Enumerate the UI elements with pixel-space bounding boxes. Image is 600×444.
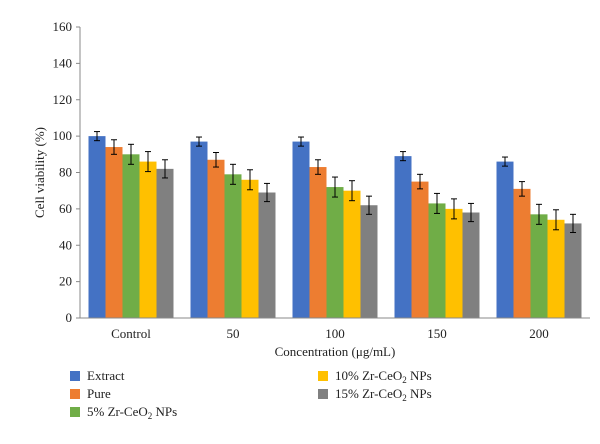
- bar: [292, 141, 310, 318]
- bar: [241, 179, 259, 318]
- bar: [122, 154, 140, 318]
- y-tick-label: 160: [53, 19, 73, 34]
- legend-label: Extract: [87, 368, 125, 383]
- bar: [343, 190, 361, 318]
- error-bars-group: [94, 131, 576, 234]
- y-tick-label: 40: [59, 237, 72, 252]
- legend-label-part: 2: [402, 375, 407, 385]
- y-axis-ticks: 0 20 40 60 80 100 120 140 160: [53, 19, 80, 325]
- legend-label: 5% Zr-CeO2 NPs: [87, 404, 177, 421]
- legend-label-part: NPs: [407, 386, 432, 401]
- bar: [105, 147, 123, 318]
- x-tick-label: 200: [529, 326, 549, 341]
- bar: [394, 156, 412, 318]
- y-axis-title: Cell viability (%): [32, 127, 47, 218]
- bar: [360, 205, 378, 318]
- legend-swatch: [318, 371, 328, 381]
- bar: [513, 188, 531, 318]
- legend-label: 10% Zr-CeO2 NPs: [335, 368, 432, 385]
- bar: [564, 223, 582, 318]
- bar: [207, 159, 225, 318]
- legend-label-part: NPs: [407, 368, 432, 383]
- legend-label-part: Extract: [87, 368, 125, 383]
- bar: [156, 168, 174, 318]
- bar: [88, 136, 106, 318]
- bar: [258, 192, 276, 318]
- bar: [547, 219, 565, 318]
- bar: [139, 161, 157, 318]
- legend-label-part: 10% Zr-CeO: [335, 368, 402, 383]
- y-tick-label: 0: [66, 310, 73, 325]
- bar: [224, 174, 242, 318]
- legend-label-part: 5% Zr-CeO: [87, 404, 148, 419]
- legend-swatch: [318, 389, 328, 399]
- y-tick-label: 60: [59, 201, 72, 216]
- legend-swatch: [70, 389, 80, 399]
- bar: [445, 208, 463, 318]
- legend-label-part: 2: [402, 393, 407, 403]
- x-axis-tick-labels: Control 50 100 150 200: [111, 326, 549, 341]
- legend-label-part: NPs: [152, 404, 177, 419]
- y-tick-label: 100: [53, 128, 73, 143]
- legend-label-part: Pure: [87, 386, 111, 401]
- legend-swatch: [70, 407, 80, 417]
- y-tick-label: 20: [59, 274, 72, 289]
- bar: [428, 203, 446, 318]
- bar: [530, 214, 548, 318]
- x-tick-label: 100: [325, 326, 345, 341]
- bars-group: [88, 136, 582, 318]
- y-tick-label: 80: [59, 165, 72, 180]
- bar: [462, 212, 480, 318]
- bar: [309, 167, 327, 318]
- bar: [326, 187, 344, 318]
- legend-label-part: 2: [148, 411, 153, 421]
- legend-label: 15% Zr-CeO2 NPs: [335, 386, 432, 403]
- y-tick-label: 140: [53, 55, 73, 70]
- x-tick-label: Control: [111, 326, 151, 341]
- legend-label: Pure: [87, 386, 111, 401]
- bar: [411, 181, 429, 318]
- x-tick-label: 50: [227, 326, 240, 341]
- bar: [496, 161, 514, 318]
- y-tick-label: 120: [53, 92, 73, 107]
- x-axis-title: Concentration (μg/mL): [275, 344, 396, 359]
- legend-label-part: 15% Zr-CeO: [335, 386, 402, 401]
- legend-swatch: [70, 371, 80, 381]
- bar: [190, 141, 208, 318]
- x-tick-label: 150: [427, 326, 447, 341]
